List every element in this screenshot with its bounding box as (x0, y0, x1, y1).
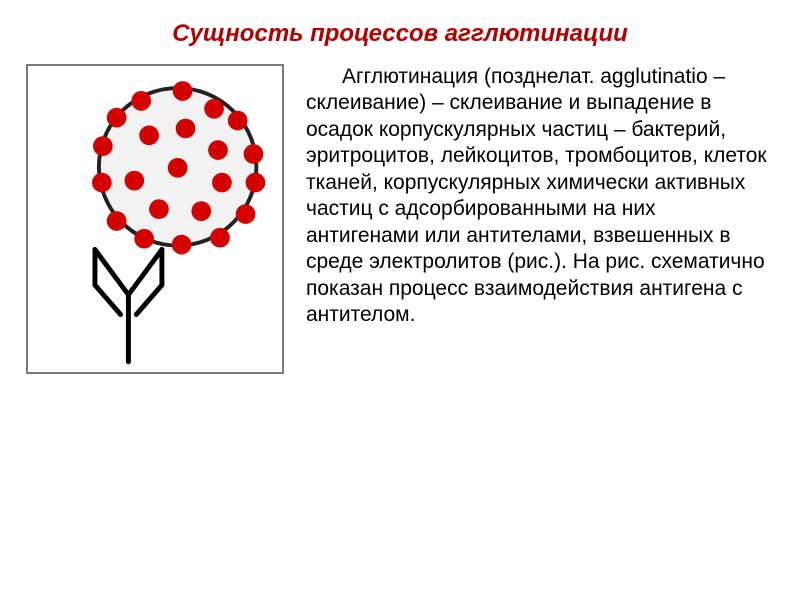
antigen-dot (134, 229, 154, 249)
antigen-dot (176, 119, 196, 139)
antigen-dot (139, 125, 159, 145)
antigen-dot (173, 81, 193, 101)
antigen-dot (210, 228, 230, 248)
antigen-dot (236, 204, 256, 224)
antigen-dot (191, 201, 211, 221)
antigen-dot (107, 108, 127, 128)
antibody-segment (136, 285, 162, 315)
slide: Сущность процессов агглютинации Агглютин… (0, 0, 800, 600)
antigen-dot (208, 140, 228, 160)
antigen-dot (246, 173, 266, 193)
body-text: Агглютинация (позднелат. agglutinatio – … (306, 64, 774, 329)
diagram-frame (26, 64, 284, 374)
antigen-dot (124, 171, 144, 191)
slide-title: Сущность процессов агглютинации (26, 20, 774, 48)
antigen-dot (204, 99, 224, 119)
antigen-dot (172, 235, 192, 255)
antigen-dot (212, 173, 232, 193)
antigen-dot (244, 144, 264, 164)
antigen-dot (107, 211, 127, 231)
antigen-dot (92, 173, 112, 193)
antigen-dot (131, 91, 151, 111)
content-row: Агглютинация (позднелат. agglutinatio – … (26, 64, 774, 374)
antigen-dot (93, 136, 113, 156)
antibody-segment (95, 285, 121, 315)
antigen-dot (149, 199, 169, 219)
antibody-icon (95, 250, 162, 362)
antigen-dot (228, 111, 248, 131)
body-paragraph: Агглютинация (позднелат. agglutinatio – … (306, 65, 767, 326)
agglutination-diagram (28, 66, 282, 372)
antigen-dot (168, 158, 188, 178)
